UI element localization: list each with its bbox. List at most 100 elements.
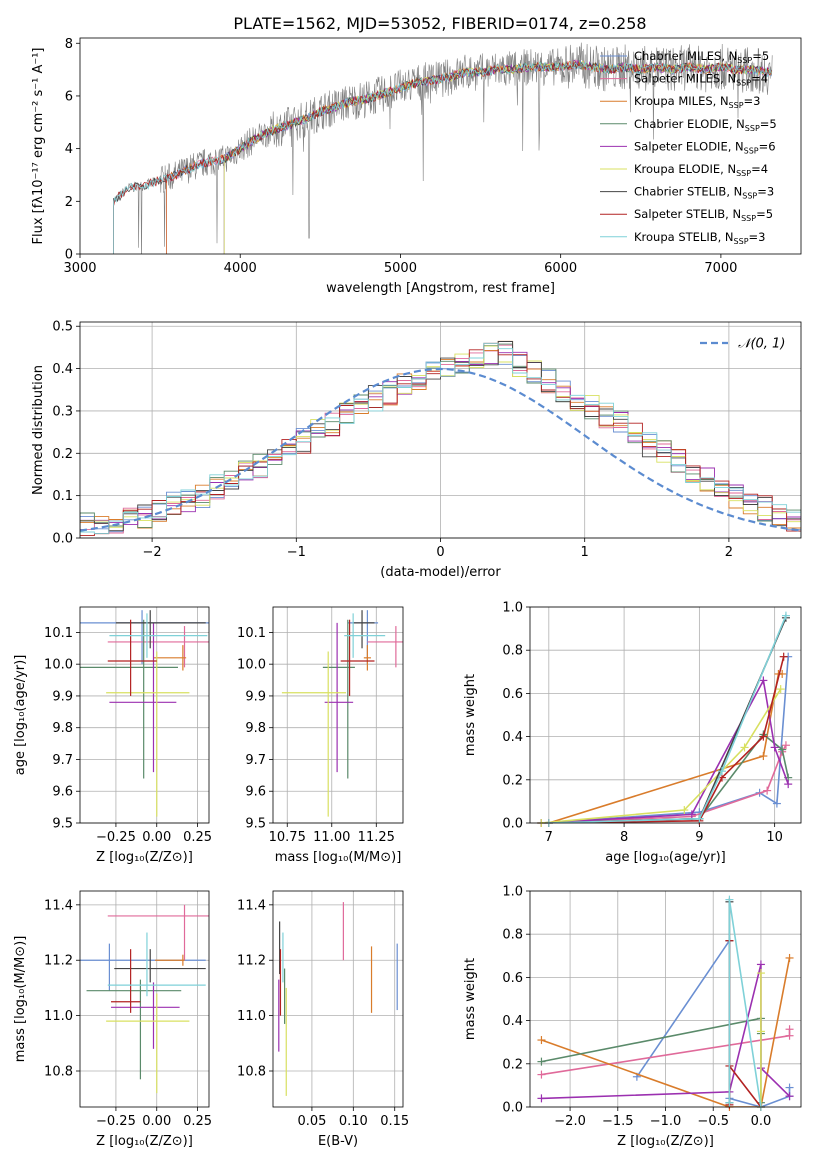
x-tick-label: 11.00 [313,830,350,845]
y-axis-label: mass [log₁₀(M/M⊙)] [13,936,28,1063]
x-tick-label: 0.0 [751,1114,772,1129]
x-axis-label: (data-model)/error [380,565,501,580]
legend-entry: 𝒩(0, 1) [738,337,785,352]
plus-marker [756,960,765,969]
errorbar-point-2 [153,645,187,671]
x-tick-label: 0.00 [142,830,171,845]
spectrum-legend: Chabrier MILES, NSSP=5 Salpeter MILES, NS… [600,49,777,246]
residuals-legend: 𝒩(0, 1) [700,337,785,352]
x-tick-label: 0.15 [380,1114,409,1129]
mass-vs-ebv-axes: 0.05 0.10 0.15 10.8 11.0 11.2 11.4 E(B-V) [237,891,409,1149]
x-tick-label: 10.75 [269,830,306,845]
errorbar-point-8 [107,932,206,997]
y-tick-label: 9.9 [245,689,266,704]
y-tick-label: 9.5 [52,817,73,832]
mass-vs-z-axes: −0.25 0.00 0.25 10.8 11.0 11.2 11.4 Z [log₁₀(Z/… [13,891,212,1149]
y-tick-label: 9.7 [245,753,266,768]
weight-vs-age-axes: 7 8 9 10 0.0 0.2 0.4 0.6 0.8 1.0 age [log₁₀(age/yr… [463,601,801,865]
plus-marker [687,810,696,819]
y-tick-label: 11.4 [44,898,73,913]
x-tick-label: 0 [436,545,444,560]
x-tick-label: −2 [143,545,162,560]
y-tick-label: 0.0 [52,532,73,547]
plus-marker [695,814,704,823]
y-tick-label: 0.0 [502,817,523,832]
x-axis-label: wavelength [Angstrom, rest frame] [326,281,555,296]
x-axis-label: Z [log₁₀(Z/Z⊙)] [96,1134,193,1149]
legend-entry: Chabrier ELODIE, NSSP=5 [634,117,777,133]
x-axis-label: Z [log₁₀(Z/Z⊙)] [617,1134,714,1149]
y-tick-label: 0.6 [502,687,523,702]
y-tick-label: 9.9 [52,689,73,704]
weight-series-2 [541,957,791,1107]
figure-title: PLATE=1562, MJD=53052, FIBERID=0174, z=0… [233,14,646,33]
y-tick-label: 4 [65,142,73,157]
x-tick-label: 5000 [384,261,417,276]
y-tick-label: 1.0 [502,601,523,616]
x-tick-label: 6000 [544,261,577,276]
y-tick-label: 9.8 [52,721,73,736]
y-axis-label: mass weight [463,958,478,1040]
errorbar-point-3 [86,979,182,1080]
y-tick-label: 0.4 [502,1014,523,1029]
x-tick-label: −0.25 [96,830,136,845]
plus-marker [717,767,726,776]
x-tick-label: 0.00 [142,1114,171,1129]
errorbar-point-1 [107,904,209,961]
y-tick-label: 11.0 [44,1009,73,1024]
weight-series-5 [541,688,782,823]
plus-marker [680,806,689,815]
weight-series-2 [548,673,783,823]
x-tick-label: 10 [766,830,783,845]
x-tick-label: 11.25 [358,830,395,845]
errorbar-point-6 [115,610,206,649]
y-tick-label: 10.8 [237,1065,266,1080]
y-tick-label: 0.2 [502,1057,523,1072]
plus-marker [776,685,785,694]
legend-entry: Kroupa STELIB, NSSP=3 [634,230,765,246]
errorbar-point-1 [107,626,209,668]
legend-entry: Salpeter STELIB, NSSP=5 [634,207,773,223]
errorbar-point-6 [114,949,206,983]
errorbar-point-5 [281,651,347,817]
errorbar-point-2 [155,954,185,966]
y-tick-label: 0.3 [52,404,73,419]
gaussian-curve [79,367,802,532]
series-line-8 [113,61,772,254]
y-tick-label: 11.2 [237,954,266,969]
weight-series-6 [548,617,787,823]
x-axis-label: Z [log₁₀(Z/Z⊙)] [96,850,193,865]
plus-marker [759,676,768,685]
y-axis-label: mass weight [463,674,478,756]
y-tick-label: 1.0 [502,885,523,900]
axes-frame [79,321,802,539]
weight-vs-z-axes: −2.0 −1.5 −1.0 −0.5 0.0 0.0 0.2 0.4 0.6 0.8 1.0 Z [… [463,885,801,1149]
x-tick-label: 0.10 [339,1114,368,1129]
x-tick-label: −1 [287,545,306,560]
x-tick-label: −0.5 [697,1114,729,1129]
legend-entry: Chabrier STELIB, NSSP=3 [634,185,774,201]
series-line-2 [166,59,772,254]
axes-frame [272,606,404,824]
age-vs-mass-axes: 10.75 11.00 11.25 9.5 9.6 9.7 9.8 9.9 10.0 10.1 ma… [237,607,403,865]
x-tick-label: 0.25 [183,830,212,845]
x-axis-label: age [log₁₀(age/yr)] [605,850,726,865]
y-tick-label: 0.5 [52,320,73,335]
y-tick-label: 10.1 [237,626,266,641]
plus-marker [785,1083,794,1092]
x-tick-label: 1 [581,545,589,560]
y-tick-label: 0.1 [52,489,73,504]
y-tick-label: 0.4 [502,730,523,745]
errorbar-point-4 [324,622,354,773]
x-tick-label: 0.25 [183,1114,212,1129]
x-axis-label: mass [log₁₀(M/M⊙)] [275,850,402,865]
y-tick-label: 10.0 [237,658,266,673]
errorbar-point-7 [340,619,375,696]
errorbar-point-7 [107,619,157,696]
plus-marker [770,743,779,752]
plus-marker [763,786,772,795]
plus-marker [781,741,790,750]
plus-marker [537,1036,546,1045]
plus-marker [785,953,794,962]
plus-marker [784,780,793,789]
